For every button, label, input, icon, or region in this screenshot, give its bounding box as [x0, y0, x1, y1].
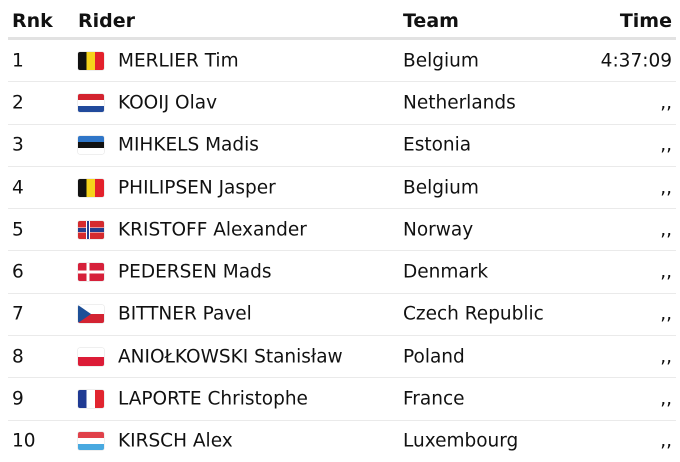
table-row[interactable]: 9 LAPORTE Christophe France ,, [8, 378, 676, 421]
team-link[interactable]: Czech Republic [403, 303, 544, 325]
table-row[interactable]: 7 BITTNER Pavel Czech Republic ,, [8, 294, 676, 337]
header-time[interactable]: Time [619, 10, 672, 32]
team-link[interactable]: Belgium [403, 50, 479, 72]
team-link[interactable]: Luxembourg [403, 430, 519, 452]
time-cell: ,, [660, 388, 672, 410]
team-link[interactable]: Belgium [403, 177, 479, 199]
table-row[interactable]: 3 MIHKELS Madis Estonia ,, [8, 125, 676, 167]
table-row[interactable]: 10 KIRSCH Alex Luxembourg ,, [8, 421, 676, 462]
rider-link[interactable]: PHILIPSEN Jasper [118, 177, 276, 199]
header-rank[interactable]: Rnk [12, 10, 53, 32]
rank-cell: 2 [12, 92, 24, 114]
time-cell: ,, [660, 177, 672, 199]
flag-fr-icon [78, 390, 104, 409]
rank-cell: 5 [12, 219, 24, 241]
header-team[interactable]: Team [403, 10, 459, 32]
table-row[interactable]: 4 PHILIPSEN Jasper Belgium ,, [8, 167, 676, 210]
rider-link[interactable]: PEDERSEN Mads [118, 261, 272, 283]
table-row[interactable]: 5 KRISTOFF Alexander Norway ,, [8, 209, 676, 252]
flag-be-icon [78, 178, 104, 197]
flag-lu-icon [78, 432, 104, 451]
rank-cell: 8 [12, 346, 24, 368]
team-link[interactable]: Norway [403, 219, 474, 241]
time-cell: 4:37:09 [600, 50, 672, 72]
results-table: Rnk Rider Team Time 1 MERLIER Tim Belgiu… [8, 0, 676, 462]
team-link[interactable]: Estonia [403, 134, 472, 156]
rank-cell: 10 [12, 430, 36, 452]
rider-link[interactable]: LAPORTE Christophe [118, 388, 308, 410]
team-link[interactable]: Denmark [403, 261, 489, 283]
rank-cell: 7 [12, 303, 24, 325]
flag-cz-icon [78, 305, 104, 324]
rank-cell: 6 [12, 261, 24, 283]
team-link[interactable]: France [403, 388, 465, 410]
table-row[interactable]: 8 ANIOŁKOWSKI Stanisław Poland ,, [8, 336, 676, 379]
rank-cell: 9 [12, 388, 24, 410]
flag-dk-icon [78, 263, 104, 282]
rank-cell: 3 [12, 134, 24, 156]
rider-link[interactable]: KRISTOFF Alexander [118, 219, 307, 241]
rider-link[interactable]: MERLIER Tim [118, 50, 239, 72]
team-link[interactable]: Netherlands [403, 92, 516, 114]
rider-link[interactable]: ANIOŁKOWSKI Stanisław [118, 346, 343, 368]
table-row[interactable]: 1 MERLIER Tim Belgium 4:37:09 [8, 40, 676, 83]
table-row[interactable]: 2 KOOIJ Olav Netherlands ,, [8, 82, 676, 125]
table-row[interactable]: 6 PEDERSEN Mads Denmark ,, [8, 251, 676, 294]
table-header: Rnk Rider Team Time [8, 0, 676, 40]
time-cell: ,, [660, 134, 672, 156]
flag-ee-icon [78, 136, 104, 155]
time-cell: ,, [660, 346, 672, 368]
header-rider[interactable]: Rider [78, 10, 135, 32]
flag-nl-icon [78, 93, 104, 112]
team-link[interactable]: Poland [403, 346, 465, 368]
rider-link[interactable]: KOOIJ Olav [118, 92, 218, 114]
time-cell: ,, [660, 303, 672, 325]
time-cell: ,, [660, 219, 672, 241]
rank-cell: 4 [12, 177, 24, 199]
flag-pl-icon [78, 347, 104, 366]
rider-link[interactable]: MIHKELS Madis [118, 134, 259, 156]
flag-be-icon [78, 51, 104, 70]
time-cell: ,, [660, 430, 672, 452]
time-cell: ,, [660, 261, 672, 283]
rider-link[interactable]: KIRSCH Alex [118, 430, 233, 452]
time-cell: ,, [660, 92, 672, 114]
rank-cell: 1 [12, 50, 24, 72]
flag-no-icon [78, 220, 104, 239]
rider-link[interactable]: BITTNER Pavel [118, 303, 252, 325]
